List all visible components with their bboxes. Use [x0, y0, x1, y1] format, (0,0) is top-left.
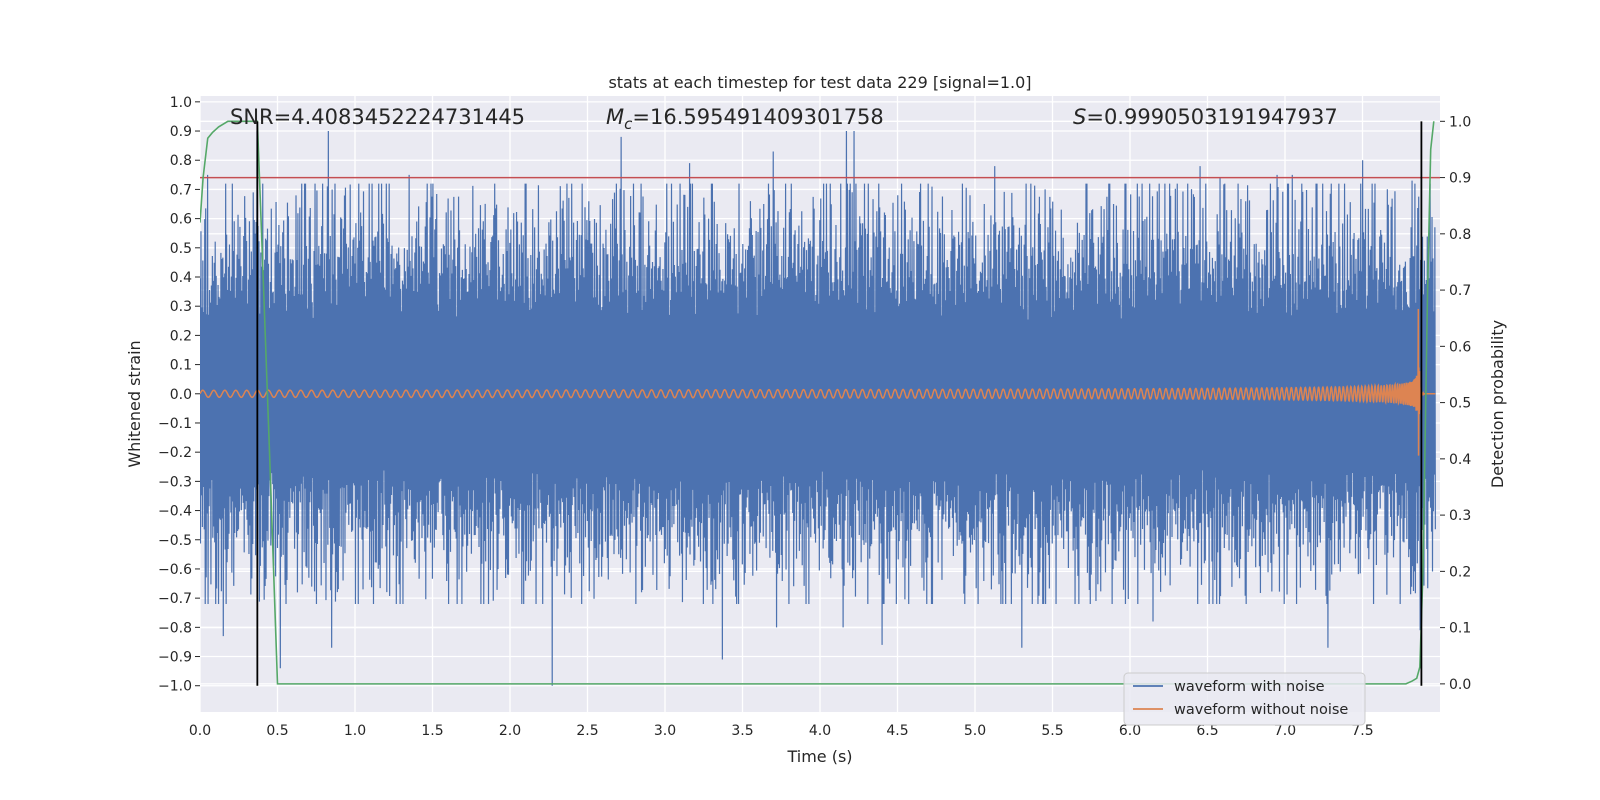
x-axis-label: Time (s) — [786, 747, 852, 766]
x-tick-label: 1.0 — [344, 723, 366, 739]
chirp-mass-value: =16.595491409301758 — [632, 105, 883, 129]
legend-box — [1123, 672, 1366, 726]
y2-tick-label: 0.2 — [1449, 564, 1471, 580]
y-tick-label: −0.7 — [158, 591, 192, 607]
y-tick-label: 0.4 — [170, 270, 192, 286]
y-tick-label: 0.9 — [170, 124, 192, 140]
x-tick-label: 5.0 — [964, 723, 986, 739]
snr-annotation: SNR=4.4083452224731445 — [230, 105, 525, 129]
y2-tick-label: 0.5 — [1449, 396, 1471, 412]
y2-tick-label: 0.0 — [1449, 677, 1471, 693]
chart-title: stats at each timestep for test data 229… — [608, 73, 1031, 92]
chirp-mass-subscript: c — [624, 115, 633, 133]
y-tick-label: −0.5 — [158, 533, 192, 549]
y-tick-label: −0.6 — [158, 562, 192, 578]
series-detection-probability — [200, 120, 1435, 685]
s-value: =0.9990503191947937 — [1086, 105, 1337, 129]
y-tick-label: −0.3 — [158, 474, 192, 490]
y2-tick-label: 0.7 — [1449, 283, 1471, 299]
legend: waveform with noise waveform without noi… — [1123, 672, 1366, 726]
x-tick-label: 3.5 — [731, 723, 753, 739]
y2-tick-label: 0.1 — [1449, 621, 1471, 637]
x-tick-label: 5.5 — [1041, 723, 1063, 739]
legend-label-waveform-without-noise: waveform without noise — [1174, 702, 1348, 718]
y2-tick-label: 0.3 — [1449, 508, 1471, 524]
vertical-markers — [256, 121, 1423, 686]
x-tick-label: 4.0 — [809, 723, 831, 739]
y-tick-label: 0.5 — [170, 241, 192, 257]
x-axis-ticks: 0.0 0.5 1.0 1.5 2.0 2.5 3.0 3.5 4.0 4.5 5.0 5.5 6.0 6… — [189, 723, 1374, 739]
y-tick-label: −0.2 — [158, 445, 192, 461]
y-tick-label: 0.2 — [170, 328, 192, 344]
x-tick-label: 3.0 — [654, 723, 676, 739]
y-tick-label: 0.6 — [170, 212, 192, 228]
y2-axis-ticks: 1.0 0.9 0.8 0.7 0.6 0.5 0.4 0.3 0.2 0.1 0.0 — [1440, 114, 1471, 693]
y-tick-label: −0.1 — [158, 416, 192, 432]
chirp-mass-annotation: Mc=16.595491409301758 — [606, 105, 884, 133]
y2-tick-label: 0.4 — [1449, 452, 1471, 468]
x-tick-label: 2.5 — [576, 723, 598, 739]
x-tick-label: 0.0 — [189, 723, 211, 739]
y-tick-label: −0.9 — [158, 650, 192, 666]
y2-tick-label: 0.9 — [1449, 171, 1471, 187]
y-tick-label: 0.8 — [170, 153, 192, 169]
series-waveform-with-noise — [200, 131, 1436, 686]
x-tick-label: 4.5 — [886, 723, 908, 739]
s-symbol: S — [1073, 105, 1086, 129]
x-tick-label: 7.0 — [1274, 723, 1296, 739]
y-tick-label: −1.0 — [158, 679, 192, 695]
x-tick-label: 2.0 — [499, 723, 521, 739]
y-tick-label: −0.8 — [158, 620, 192, 636]
y-axis-ticks: 1.0 0.9 0.8 0.7 0.6 0.5 0.4 0.3 0.2 0.1 0.0 −0.1 −0.… — [158, 95, 200, 695]
x-tick-label: 6.0 — [1119, 723, 1141, 739]
x-tick-label: 7.5 — [1351, 723, 1373, 739]
chirp-mass-symbol: M — [606, 105, 624, 129]
x-tick-label: 0.5 — [266, 723, 288, 739]
series-layer — [200, 120, 1440, 686]
series-waveform-without-noise — [200, 308, 1436, 456]
y2-axis-label: Detection probability — [1488, 320, 1507, 488]
y-tick-label: −0.4 — [158, 504, 192, 520]
y2-tick-label: 0.6 — [1449, 339, 1471, 355]
legend-label-waveform-with-noise: waveform with noise — [1174, 679, 1325, 695]
y-tick-label: 0.0 — [170, 387, 192, 403]
x-tick-label: 1.5 — [421, 723, 443, 739]
y-axis-label: Whitened strain — [125, 340, 144, 467]
y2-tick-label: 1.0 — [1449, 114, 1471, 130]
y-tick-label: 0.7 — [170, 182, 192, 198]
y2-tick-label: 0.8 — [1449, 227, 1471, 243]
y-tick-label: 1.0 — [170, 95, 192, 111]
y-tick-label: 0.3 — [170, 299, 192, 315]
x-tick-label: 6.5 — [1196, 723, 1218, 739]
s-annotation: S=0.9990503191947937 — [1073, 105, 1338, 129]
y-tick-label: 0.1 — [170, 358, 192, 374]
